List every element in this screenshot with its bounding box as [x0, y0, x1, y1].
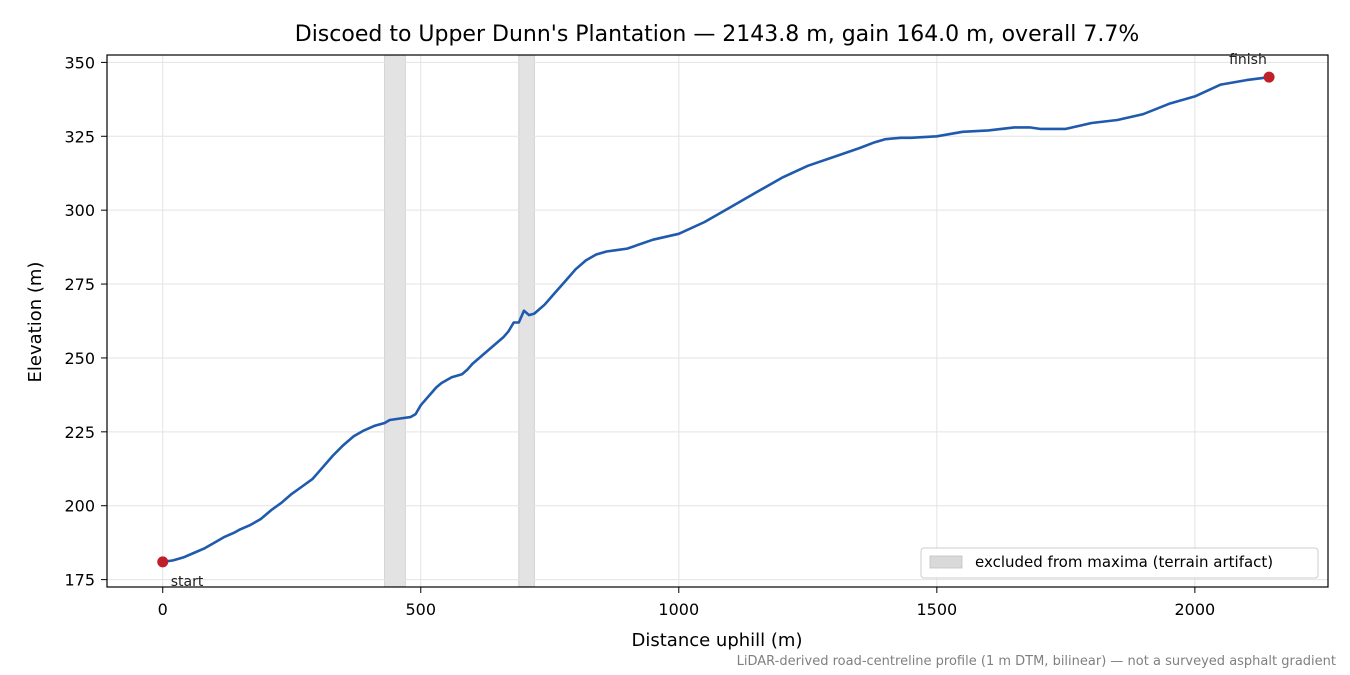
x-tick-label: 500: [405, 600, 436, 619]
y-tick-label: 200: [64, 497, 95, 516]
y-tick-label: 325: [64, 127, 95, 146]
x-tick-label: 1000: [658, 600, 699, 619]
y-tick-label: 250: [64, 349, 95, 368]
footnote: LiDAR-derived road-centreline profile (1…: [737, 654, 1336, 669]
x-tick-label: 0: [158, 600, 168, 619]
axis-ticks: 0 500 1000 1500 2000 175 200 225 250 275 300 325 350: [64, 53, 1215, 619]
legend: excluded from maxima (terrain artifact): [920, 547, 1319, 579]
start-marker: [157, 556, 169, 568]
excluded-bands: [384, 54, 535, 588]
chart-title: Discoed to Upper Dunn's Plantation — 214…: [295, 22, 1140, 47]
y-tick-label: 175: [64, 571, 95, 590]
grid: [107, 55, 1328, 587]
finish-marker: [1263, 71, 1275, 83]
x-tick-label: 1500: [916, 600, 957, 619]
finish-label: finish: [1229, 52, 1267, 68]
x-axis-title: Distance uphill (m): [632, 630, 803, 651]
elevation-line: [161, 75, 1271, 564]
legend-swatch: [929, 555, 963, 569]
legend-box: [920, 547, 1319, 579]
y-tick-label: 350: [64, 53, 95, 72]
annotations: start finish: [157, 52, 1275, 590]
y-axis-title: Elevation (m): [25, 262, 46, 383]
legend-label: excluded from maxima (terrain artifact): [975, 553, 1273, 571]
y-tick-label: 225: [64, 423, 95, 442]
start-label: start: [171, 574, 204, 590]
plot-frame: [106, 54, 1329, 588]
excluded-band: [518, 54, 535, 588]
y-tick-label: 300: [64, 201, 95, 220]
y-tick-label: 275: [64, 275, 95, 294]
excluded-band: [384, 54, 406, 588]
series-layer: [161, 75, 1271, 564]
x-tick-label: 2000: [1174, 600, 1215, 619]
